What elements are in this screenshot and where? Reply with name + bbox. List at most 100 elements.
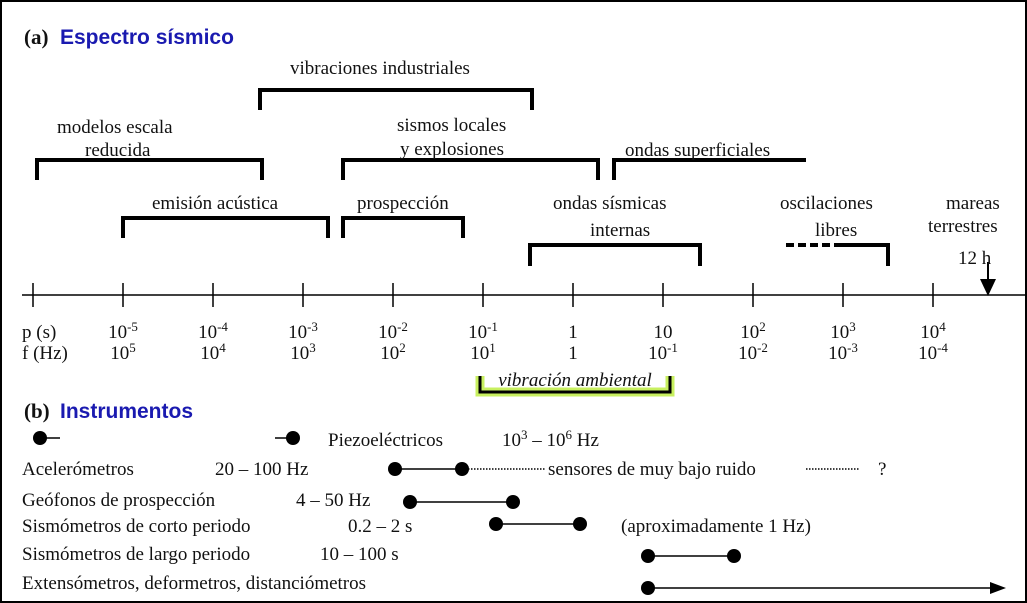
f-tick-label: 105: [110, 340, 136, 364]
range-label: internas: [590, 220, 650, 241]
base: 10: [110, 343, 129, 364]
base: 10: [468, 322, 487, 343]
bracket: [341, 216, 465, 238]
range-dot: [573, 517, 587, 531]
instrument-name: Geófonos de prospección: [22, 490, 216, 511]
arrow-head: [980, 279, 996, 296]
arrow-head: [990, 582, 1006, 594]
p-tick-label: 10: [654, 322, 673, 343]
superscript: -2: [397, 319, 408, 334]
f-tick-label: 1: [568, 343, 578, 364]
instrument-range: 10 – 100 s: [320, 544, 399, 565]
range-dot: [641, 549, 655, 563]
base: 10: [380, 343, 399, 364]
base: – 10: [528, 430, 566, 451]
section-title: Instrumentos: [60, 400, 193, 423]
section-label: (a): [24, 25, 49, 49]
range-label: libres: [815, 220, 857, 241]
base: 10: [470, 343, 489, 364]
instrument-range: 20 – 100 Hz: [215, 459, 308, 480]
f-tick-label: 10-1: [648, 340, 678, 364]
base: 10: [918, 343, 937, 364]
superscript: 5: [129, 340, 136, 355]
base: 10: [920, 322, 939, 343]
range-dot: [33, 431, 47, 445]
bracket: [121, 216, 330, 238]
tick-group: 10-510510-410410-310310-210210-110111101…: [108, 283, 948, 364]
range-dot: [489, 517, 503, 531]
superscript: -2: [757, 340, 768, 355]
range-dot: [641, 581, 655, 595]
p-tick-label: 10-5: [108, 319, 138, 343]
superscript: -3: [847, 340, 858, 355]
bracket: [612, 158, 806, 180]
base: 10: [502, 430, 521, 451]
base: 1: [568, 322, 578, 343]
base: 10: [108, 322, 127, 343]
superscript: 2: [759, 319, 766, 334]
base: 1: [568, 343, 578, 364]
f-tick-label: 102: [380, 340, 406, 364]
instrument-mark: ?: [878, 459, 886, 480]
superscript: 3: [309, 340, 316, 355]
p-tick-label: 10-1: [468, 319, 498, 343]
instrument-note: sensores de muy bajo ruido: [548, 459, 756, 480]
range-label: mareas: [946, 193, 1000, 214]
p-tick-label: 10-3: [288, 319, 318, 343]
superscript: 2: [399, 340, 406, 355]
instrument-name: Sismómetros de largo periodo: [22, 544, 250, 565]
instrument-range: 0.2 – 2 s: [348, 516, 412, 537]
range-label: emisión acústica: [152, 193, 279, 214]
section-label: (b): [24, 399, 50, 423]
f-tick-label: 104: [200, 340, 226, 364]
superscript: -5: [127, 319, 138, 334]
f-tick-label: 101: [470, 340, 496, 364]
base: 10: [198, 322, 217, 343]
instrument-name: Extensómetros, deformetros, distanciómet…: [22, 573, 366, 594]
p-tick-label: 10-2: [378, 319, 408, 343]
range-label: y explosiones: [400, 139, 504, 160]
range-dot: [727, 549, 741, 563]
range-label: prospección: [357, 193, 449, 214]
instrument-note: (aproximadamente 1 Hz): [621, 516, 811, 537]
bracket: [528, 243, 702, 266]
f-tick-label: 103: [290, 340, 316, 364]
superscript: -1: [667, 340, 678, 355]
axis-label: f (Hz): [22, 343, 68, 364]
instrument-name: Acelerómetros: [22, 459, 134, 480]
axis-label: p (s): [22, 322, 56, 343]
bracket: [258, 88, 534, 110]
superscript: 3: [849, 319, 856, 334]
range-label: oscilaciones: [780, 193, 873, 214]
base: 10: [828, 343, 847, 364]
f-tick-label: 10-2: [738, 340, 768, 364]
base: 10: [648, 343, 667, 364]
bracket: [341, 158, 600, 180]
base: 10: [654, 322, 673, 343]
superscript: 3: [521, 427, 528, 442]
p-tick-label: 102: [740, 319, 766, 343]
range-label: modelos escala: [57, 117, 173, 138]
base: 10: [738, 343, 757, 364]
range-dot: [388, 462, 402, 476]
base: Hz: [572, 430, 599, 451]
base: 10: [830, 322, 849, 343]
p-tick-label: 103: [830, 319, 856, 343]
base: 10: [290, 343, 309, 364]
range-label: sismos locales: [397, 115, 506, 136]
p-tick-label: 10-4: [198, 319, 228, 343]
range-dot: [286, 431, 300, 445]
superscript: -1: [487, 319, 498, 334]
range-label: vibraciones industriales: [290, 58, 470, 79]
bracket: [840, 243, 890, 266]
base: 10: [378, 322, 397, 343]
range-label: ondas sísmicas: [553, 193, 666, 214]
base: 10: [288, 322, 307, 343]
instrument-name: Sismómetros de corto periodo: [22, 516, 251, 537]
ambient-label: vibración ambiental: [498, 370, 652, 391]
range-dot: [506, 495, 520, 509]
instrument-name: Piezoeléctricos: [328, 430, 443, 451]
range-dot: [403, 495, 417, 509]
superscript: 6: [566, 427, 573, 442]
base: 10: [740, 322, 759, 343]
